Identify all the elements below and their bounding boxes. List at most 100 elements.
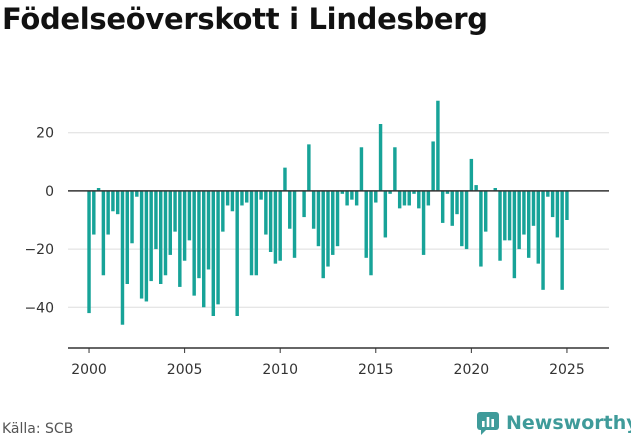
bar: [206, 190, 211, 270]
bar: [359, 147, 364, 191]
bar: [259, 190, 263, 200]
bar: [106, 190, 110, 235]
bar: [92, 190, 96, 235]
bar: [230, 190, 235, 212]
bar: [120, 190, 125, 325]
bar: [421, 190, 426, 255]
bar: [235, 190, 239, 316]
bar: [417, 190, 421, 209]
bar: [216, 190, 220, 305]
x-tick-label: 2015: [358, 362, 394, 378]
bar: [565, 190, 569, 220]
y-tick-label: 0: [45, 184, 54, 200]
chart-title: Födelseöverskott i Lindesberg: [2, 2, 488, 36]
bar: [225, 190, 230, 206]
bar: [555, 190, 560, 238]
y-tick-label: −40: [24, 300, 54, 316]
bar: [182, 190, 187, 261]
bar: [436, 100, 440, 191]
grid-lines: [68, 132, 609, 308]
bar: [397, 190, 402, 209]
bar: [474, 185, 478, 191]
y-tick-label: 20: [36, 126, 54, 142]
bar: [221, 190, 225, 232]
bar: [202, 190, 206, 308]
bar: [340, 190, 345, 194]
bar: [163, 190, 168, 276]
bar: [493, 188, 497, 191]
bar: [273, 190, 278, 264]
bar: [288, 190, 292, 229]
bar: [178, 190, 182, 287]
bar: [264, 190, 268, 235]
bar: [378, 124, 383, 191]
bar: [278, 190, 282, 261]
bar: [139, 190, 144, 299]
source-label: Källa: SCB: [2, 421, 74, 437]
bar: [560, 190, 564, 290]
bar: [307, 144, 311, 191]
x-tick-label: 2025: [549, 362, 585, 378]
bar: [402, 190, 407, 206]
bar: [469, 158, 474, 191]
bar: [407, 190, 411, 206]
bar: [440, 190, 445, 223]
bar: [101, 190, 106, 276]
bar: [311, 190, 316, 229]
bar: [445, 190, 450, 194]
bar: [450, 190, 454, 226]
bar: [115, 190, 120, 215]
bar: [187, 190, 192, 241]
bar: [173, 190, 177, 232]
bar: [326, 190, 330, 267]
bar: [531, 190, 536, 226]
bar: [354, 190, 359, 206]
bar: [512, 190, 517, 279]
bar: [479, 190, 483, 267]
bar: [498, 190, 502, 261]
bar: [364, 190, 368, 258]
bars: [87, 100, 569, 325]
bar: [388, 190, 392, 194]
bar: [517, 190, 521, 250]
bar: [245, 190, 249, 203]
bar: [316, 190, 321, 247]
bar: [240, 190, 244, 206]
bar: [536, 190, 540, 264]
bar: [135, 190, 139, 197]
bar: [144, 190, 149, 302]
brand-name: Newsworthy: [506, 412, 631, 434]
y-axis-ticks: −40 −20 0 20: [24, 126, 54, 317]
bar: [159, 190, 163, 284]
bar: [192, 190, 196, 296]
bar: [455, 190, 459, 215]
brand-logo[interactable]: Newsworthy: [476, 409, 631, 437]
bar: [541, 190, 545, 290]
bar: [302, 190, 306, 218]
bar: [350, 190, 354, 200]
bar: [503, 190, 507, 241]
x-tick-label: 2000: [71, 362, 107, 378]
newsworthy-logo-icon: [477, 412, 499, 435]
bar: [197, 190, 201, 279]
bar: [111, 190, 115, 212]
bar: [507, 190, 512, 241]
x-tick-label: 2010: [262, 362, 298, 378]
bar: [154, 190, 158, 250]
bar: [483, 190, 488, 232]
x-tick-label: 2005: [167, 362, 203, 378]
bar: [431, 141, 435, 191]
bar: [125, 190, 129, 284]
axes: [68, 190, 609, 349]
bar: [283, 167, 287, 191]
bar: [464, 190, 469, 250]
bar: [550, 190, 555, 218]
bar: [249, 190, 254, 276]
bar: [393, 147, 397, 191]
bar: [268, 190, 273, 252]
bar: [460, 190, 464, 247]
bar: [168, 190, 172, 255]
bar: [149, 190, 153, 282]
bar: [96, 188, 101, 191]
bar: [345, 190, 349, 206]
